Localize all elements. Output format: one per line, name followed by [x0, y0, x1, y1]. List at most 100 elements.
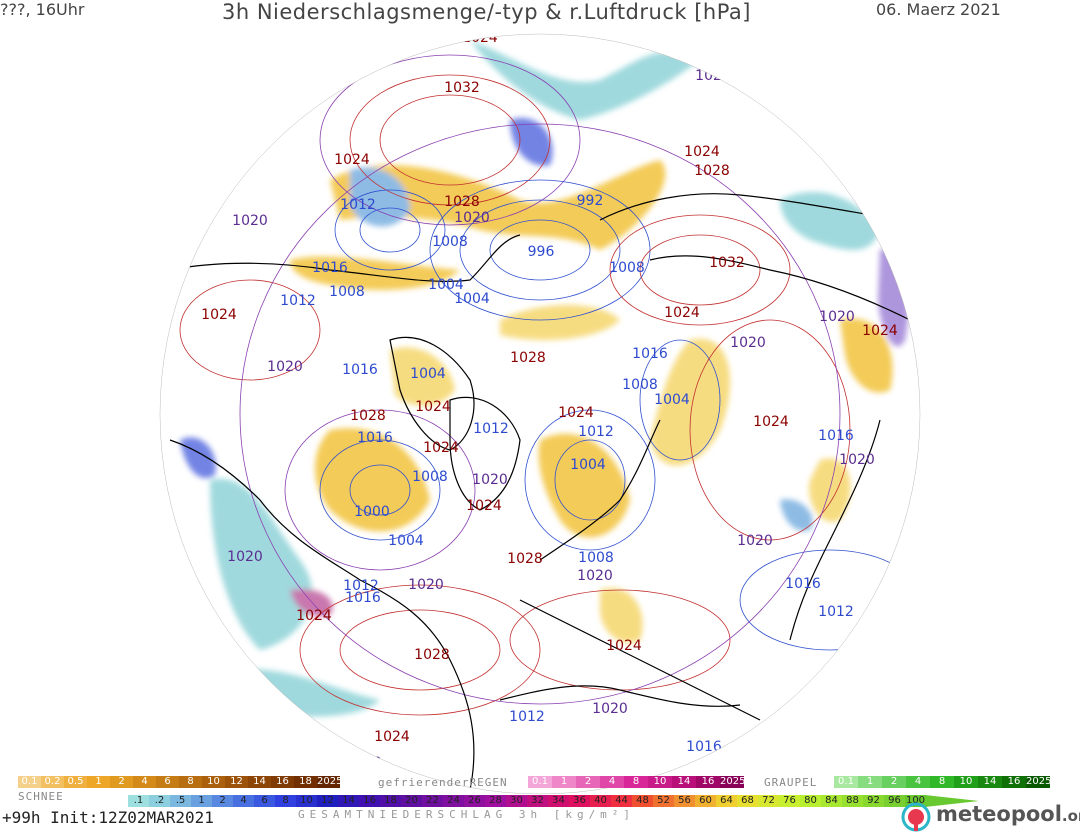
isobar-label: 1008 — [412, 469, 448, 485]
isobar-label: 1020 — [232, 213, 268, 229]
meteopool-logo[interactable]: meteopool.org — [900, 800, 1080, 832]
legend-swatch: 14 — [978, 776, 1002, 788]
legend-swatch: 18 — [380, 795, 401, 807]
legend-swatch: 24 — [443, 795, 464, 807]
isobar-label: 1024 — [296, 608, 332, 624]
legend-swatch: 2025+ — [1026, 776, 1050, 788]
isobar-label: 1028 — [414, 647, 450, 663]
legend-swatch: 4 — [133, 776, 156, 788]
legend-swatch: 10 — [296, 795, 317, 807]
isobar-label: 1004 — [454, 291, 490, 307]
legend-swatch: 2025+ — [317, 776, 340, 788]
isobar-label: 1016 — [632, 346, 668, 362]
legend-swatch: 8 — [275, 795, 296, 807]
isobar-label: 1032 — [444, 80, 480, 96]
legend-swatch: 88 — [842, 795, 863, 807]
isobar-label: 1024 — [415, 399, 451, 415]
legend-swatch: 80 — [800, 795, 821, 807]
legend-total-precip: .1.2.5 1 2 4 6 8 10 12 14 16 18 20 22 24 26 28 30 32 34 36 4… — [128, 795, 926, 807]
isobar-label: 1020 — [730, 335, 766, 351]
legend-swatch: 36 — [569, 795, 590, 807]
legend-swatch: .5 — [170, 795, 191, 807]
isobar-label: 1016 — [785, 576, 821, 592]
legend-graupel-label: GRAUPEL — [764, 776, 818, 789]
isobar-label: 1024 — [606, 638, 642, 654]
isobar-label: 1032 — [709, 255, 745, 271]
legend-swatch: 48 — [632, 795, 653, 807]
isobar-label: 1008 — [329, 284, 365, 300]
isobar-label: 1000 — [354, 504, 390, 520]
header-time: ???, 16Uhr — [0, 0, 85, 19]
legend-swatch: 72 — [758, 795, 779, 807]
isobar-label: 1020 — [592, 701, 628, 717]
isobar-label: 1016 — [342, 362, 378, 378]
isobar-label: 1024 — [684, 144, 720, 160]
isobar-label: 1012 — [578, 424, 614, 440]
legend-swatch: 0.1 — [18, 776, 41, 788]
isobar-label: 1008 — [622, 377, 658, 393]
legend-swatch: 2 — [110, 776, 133, 788]
legend-swatch: 14 — [338, 795, 359, 807]
isobar-label: 1004 — [388, 533, 424, 549]
legend-swatch: 44 — [611, 795, 632, 807]
legend-swatch: 76 — [779, 795, 800, 807]
legend-swatch: 2025+ — [720, 776, 744, 788]
isobar-label: 1024 — [558, 405, 594, 421]
legend-swatch: 16 — [1002, 776, 1026, 788]
legend-swatch: 1 — [858, 776, 882, 788]
map-disk: 1024103210201024102810121020100899699210… — [160, 30, 920, 794]
header-title: 3h Niederschlagsmenge/-typ & r.Luftdruck… — [222, 0, 751, 24]
legend-swatch: 8 — [624, 776, 648, 788]
logo-name: meteopool — [936, 802, 1062, 826]
isobar-label: 992 — [577, 193, 604, 209]
legend-swatch: 40 — [590, 795, 611, 807]
isobar-label: 1024 — [334, 152, 370, 168]
legend-swatch: 8 — [930, 776, 954, 788]
isobar-label: 1016 — [818, 428, 854, 444]
isobar-label: 1016 — [686, 739, 722, 755]
isobar-label: 1016 — [357, 430, 393, 446]
legend-swatch: 2 — [882, 776, 906, 788]
legend-swatch: 6 — [156, 776, 179, 788]
legend-swatch: 22 — [422, 795, 443, 807]
isobar-label: 1024 — [201, 307, 237, 323]
legend-swatch: 14 — [672, 776, 696, 788]
legend-swatch: 6 — [254, 795, 275, 807]
legend-swatch: 52 — [653, 795, 674, 807]
legend-total-label: GESAMTNIEDERSCHLAG 3h [kg/m²] — [298, 808, 636, 821]
legend-swatch: 92 — [863, 795, 884, 807]
legend-swatch: 16 — [359, 795, 380, 807]
legend-swatch: 1 — [552, 776, 576, 788]
isobar-label: 1024 — [423, 440, 459, 456]
precipitation-layer — [180, 40, 909, 717]
legend-arrow-icon — [925, 795, 979, 807]
legend-swatch: 0.2 — [41, 776, 64, 788]
isobar-label: 1028 — [444, 194, 480, 210]
isobar-label: 1004 — [654, 392, 690, 408]
isobar-label: 1004 — [428, 277, 464, 293]
isobar-label: 1024 — [374, 729, 410, 745]
legend-swatch: 68 — [737, 795, 758, 807]
legend-swatch: 10 — [648, 776, 672, 788]
isobar-label: 1028 — [507, 551, 543, 567]
legend-swatch: 4 — [600, 776, 624, 788]
isobar-label: 1024 — [862, 323, 898, 339]
isobar-label: 1008 — [432, 234, 468, 250]
legend-swatch: 1 — [87, 776, 110, 788]
legend-swatch: 0.1 — [834, 776, 858, 788]
legend-swatch: 2 — [212, 795, 233, 807]
legend-swatch: 64 — [716, 795, 737, 807]
isobar-label: 1020 — [695, 68, 731, 84]
legend-swatch: 56 — [674, 795, 695, 807]
isobar-label-layer: 1024 1032 1020 1024 1028 1012 1020 1008 996 992 10… — [201, 30, 898, 771]
legend-swatch: 60 — [695, 795, 716, 807]
legend-swatch: 0.1 — [528, 776, 552, 788]
header-date: 06. Maerz 2021 — [876, 0, 1001, 19]
isobar-label: 1028 — [694, 163, 730, 179]
isobar-label: 1008 — [609, 260, 645, 276]
legend-swatch: 18 — [294, 776, 317, 788]
header: ???, 16Uhr 3h Niederschlagsmenge/-typ & … — [0, 0, 1080, 28]
isobar-label: 1024 — [462, 30, 498, 46]
isobar-label: 1016 — [345, 590, 381, 606]
